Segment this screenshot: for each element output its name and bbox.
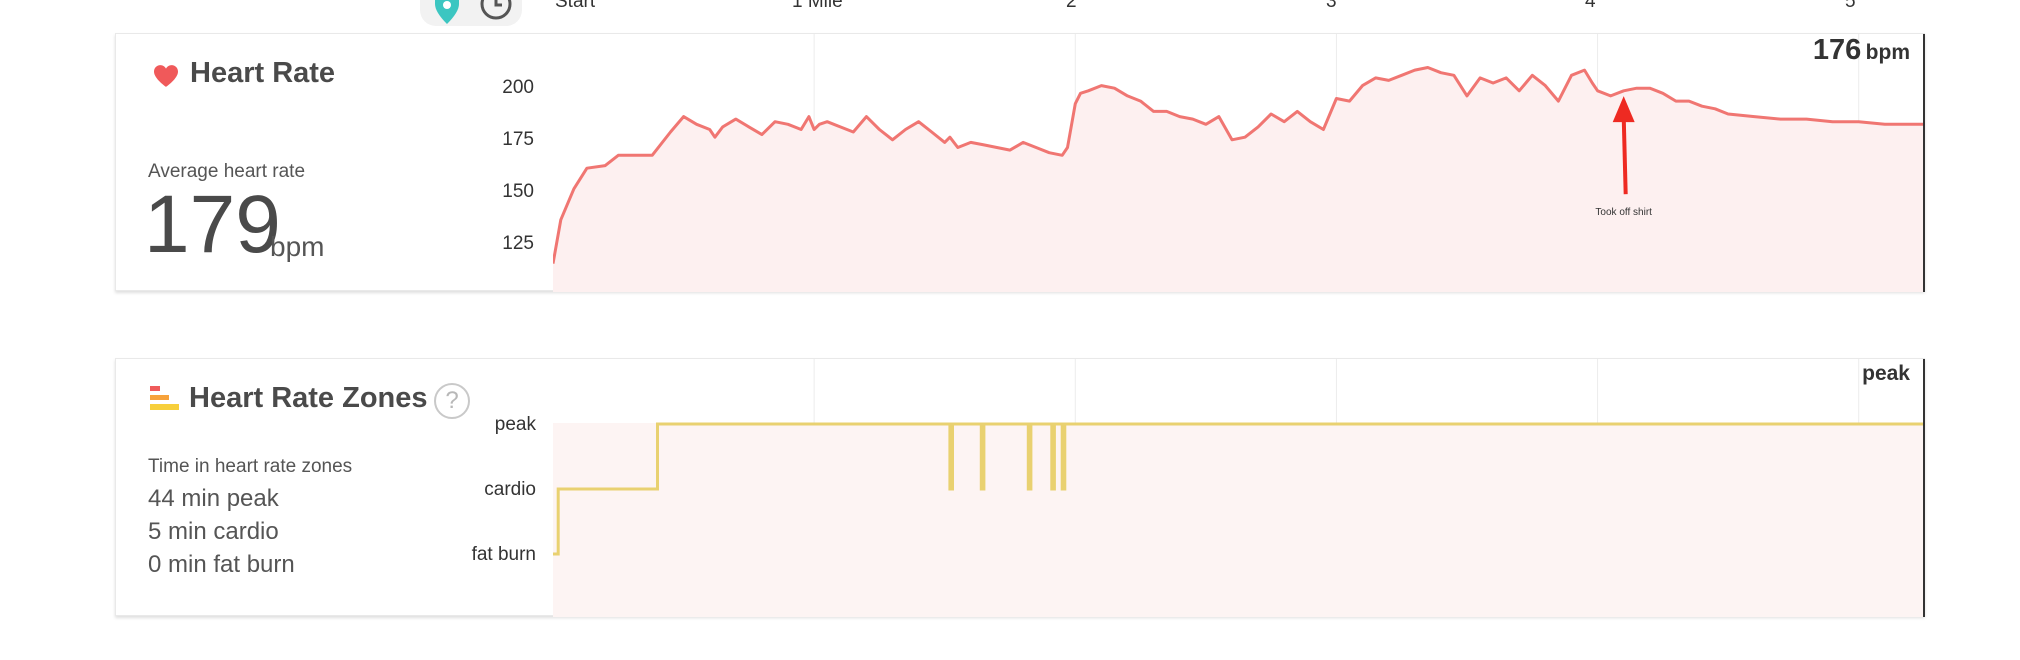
zone-area [553,423,1925,617]
annotation-took-off-shirt: Took off shirt [1595,207,1652,218]
view-toggle [420,0,522,26]
help-icon[interactable]: ? [434,383,470,419]
current-heart-rate-unit: bpm [1865,41,1910,64]
zone-entry-cardio: 5 min cardio [148,518,279,545]
distance-axis: Start 1 Mile 2 3 4 5 [0,0,2020,14]
heart-rate-zones-title: Heart Rate Zones [189,382,428,414]
zone-y-tick-cardio: cardio [484,479,536,500]
distance-label-mile-5: 5 [1845,0,1856,12]
heart-icon [154,65,178,87]
zones-bars-icon [150,386,179,410]
annotation-arrow-shaft [1621,116,1628,195]
heart-rate-card: Heart Rate Average heart rate 179 bpm 20… [115,33,1925,292]
average-heart-rate-value: 179 [144,179,281,270]
heart-rate-plot: Took off shirt [553,34,1925,292]
heart-rate-zones-plot [553,359,1925,617]
hr-y-tick-175: 175 [502,129,534,150]
distance-label-mile-2: 2 [1066,0,1077,12]
time-in-zones-label: Time in heart rate zones [148,456,353,477]
map-pin-icon[interactable] [432,0,462,26]
heart-rate-title: Heart Rate [190,57,336,89]
current-heart-rate-value: 176 [1812,34,1862,66]
clock-icon[interactable] [478,0,514,26]
average-heart-rate-unit: bpm [270,231,325,262]
hr-y-tick-200: 200 [502,77,534,98]
current-zone: peak [1862,362,1910,385]
distance-label-start: Start [555,0,596,12]
hr-area [553,67,1924,292]
distance-label-mile-3: 3 [1326,0,1337,12]
distance-label-mile-4: 4 [1585,0,1596,12]
hr-y-tick-150: 150 [502,181,534,202]
current-heart-rate: 176 bpm [1813,34,1910,67]
zone-entry-peak: 44 min peak [148,485,279,512]
hr-y-tick-125: 125 [502,233,534,254]
hr-line [553,66,1924,264]
heart-rate-zones-card: Heart Rate Zones ? Time in heart rate zo… [115,358,1925,617]
zone-y-tick-fat-burn: fat burn [471,544,536,565]
annotation-arrow-head [1612,96,1635,123]
average-heart-rate-label: Average heart rate [148,161,306,182]
zone-y-tick-peak: peak [494,414,536,435]
zone-line [553,422,1924,556]
zone-entry-fat-burn: 0 min fat burn [148,551,295,578]
distance-label-mile-1: 1 Mile [792,0,843,12]
